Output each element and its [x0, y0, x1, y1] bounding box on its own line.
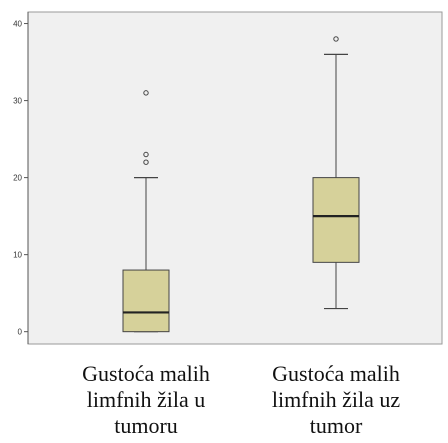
- y-tick-label: 20: [13, 174, 22, 183]
- outlier-point: [143, 151, 149, 158]
- outlier-point: [143, 90, 149, 96]
- iqr-box: [122, 269, 170, 333]
- y-axis-ticks: 0 10 20 30 40: [13, 20, 28, 337]
- y-tick-label: 0: [18, 328, 23, 337]
- category-label-line: Gustoća malih: [272, 361, 400, 386]
- y-tick-label: 30: [13, 97, 22, 106]
- iqr-box: [312, 177, 360, 263]
- category-label-line: tumoru: [114, 413, 178, 438]
- outlier-point: [143, 159, 149, 165]
- category-label-line: tumor: [310, 413, 363, 438]
- category-label-line: Gustoća malih: [82, 361, 210, 386]
- y-tick-label: 40: [13, 20, 22, 29]
- box-group-1: [122, 90, 170, 333]
- category-label-line: limfnih žila u: [87, 387, 206, 412]
- outlier-point: [333, 36, 339, 42]
- category-label-1: Gustoća malih limfnih žila u tumoru: [82, 361, 210, 438]
- box-group-2: [312, 36, 360, 310]
- category-labels: Gustoća malih limfnih žila u tumoruGustoća…: [82, 361, 400, 438]
- category-label-2: Gustoća malih limfnih žila uz tumor: [272, 361, 401, 438]
- box-series: [122, 36, 360, 333]
- plot-area: [27, 11, 443, 345]
- y-tick-label: 10: [13, 251, 22, 260]
- category-label-line: limfnih žila uz: [272, 387, 401, 412]
